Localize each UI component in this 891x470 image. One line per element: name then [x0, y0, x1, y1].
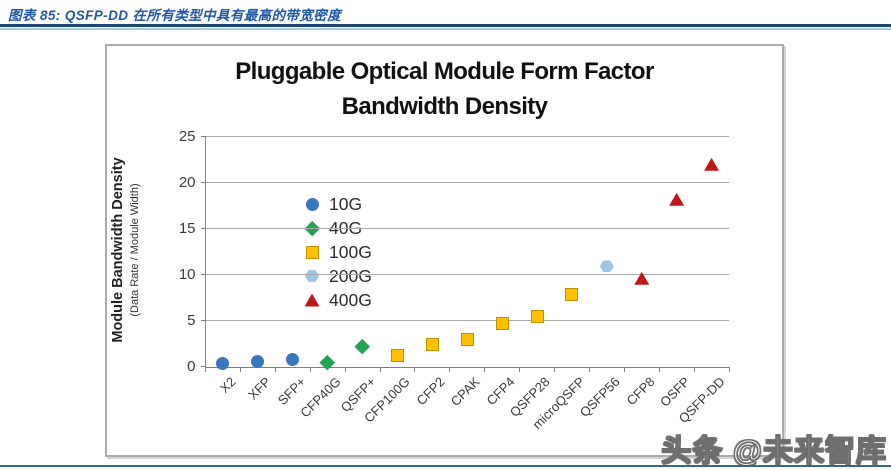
x-tick-3	[309, 366, 311, 372]
data-point-XFP	[251, 355, 265, 369]
legend-label-200G: 200G	[329, 265, 372, 286]
x-tick-1	[239, 366, 241, 372]
x-tick-4	[344, 366, 346, 372]
square-marker-icon	[301, 245, 323, 259]
x-tick-7	[449, 366, 451, 372]
y-tick-10	[200, 274, 206, 276]
gridline-20	[205, 182, 729, 184]
legend-label-400G: 400G	[329, 289, 372, 310]
y-tick-label-10: 10	[178, 266, 196, 284]
chart-legend: 10G 40G 100G 200G 400G	[301, 192, 372, 312]
y-tick-label-5: 5	[187, 312, 196, 330]
gridline-15	[205, 228, 729, 230]
x-tick-13	[658, 366, 660, 372]
data-point-microQSFP	[565, 287, 579, 301]
legend-label-10G: 10G	[329, 193, 363, 214]
data-point-CPAK	[460, 333, 474, 347]
y-axis-line	[204, 136, 206, 367]
x-tick-8	[484, 366, 486, 372]
legend-item-200G: 200G	[301, 264, 372, 288]
data-point-QSFP56	[599, 260, 614, 273]
legend-item-400G: 400G	[301, 288, 372, 312]
data-point-CFP2	[425, 337, 439, 351]
y-tick-15	[200, 228, 206, 230]
y-tick-label-25: 25	[178, 128, 196, 146]
gridline-25	[205, 136, 729, 138]
x-tick-12	[623, 366, 625, 372]
y-axis-label-main: Module Bandwidth Density	[110, 157, 126, 343]
y-tick-label-20: 20	[178, 174, 196, 192]
data-point-CFP100G	[390, 348, 404, 362]
y-tick-label-15: 15	[178, 220, 196, 238]
circle-marker-icon	[301, 197, 323, 211]
legend-item-10G: 10G	[301, 192, 372, 216]
x-tick-15	[728, 366, 730, 372]
y-tick-25	[200, 136, 206, 138]
y-tick-20	[200, 182, 206, 184]
legend-label-40G: 40G	[329, 217, 363, 238]
x-tick-11	[588, 366, 590, 372]
watermark: 头条 @未来智库	[661, 434, 887, 468]
data-point-QSFP28	[530, 309, 544, 323]
x-tick-6	[414, 366, 416, 372]
header-rule-light	[0, 28, 891, 30]
chart-title-line2: Bandwidth Density	[341, 93, 548, 120]
x-axis-line	[204, 366, 729, 368]
data-point-X2	[216, 357, 230, 371]
x-tick-0	[205, 366, 206, 372]
hexagon-marker-icon	[301, 270, 323, 283]
chart-title: Pluggable Optical Module Form Factor Ban…	[107, 54, 782, 124]
data-point-SFP+	[286, 353, 300, 367]
legend-label-100G: 100G	[329, 241, 372, 262]
gridline-10	[205, 274, 729, 276]
y-axis-label-sub: (Data Rate / Module Width)	[129, 183, 141, 317]
gridline-5	[205, 320, 729, 322]
legend-item-40G: 40G	[301, 216, 372, 240]
x-tick-10	[554, 366, 555, 372]
data-point-CFP4	[495, 317, 509, 331]
header-rule-dark	[0, 24, 891, 27]
y-tick-label-0: 0	[187, 358, 196, 375]
legend-item-100G: 100G	[301, 240, 372, 264]
y-tick-0	[200, 366, 206, 367]
y-axis-label: Module Bandwidth Density (Data Rate / Mo…	[108, 120, 172, 380]
bottom-rule	[0, 465, 891, 467]
triangle-marker-icon	[301, 293, 323, 307]
y-tick-5	[200, 320, 206, 322]
x-tick-2	[274, 366, 276, 372]
x-tick-14	[693, 366, 695, 372]
figure-caption: 图表 85: QSFP-DD 在所有类型中具有最高的带宽密度	[8, 8, 342, 23]
chart-title-line1: Pluggable Optical Module Form Factor	[235, 58, 654, 85]
chart-frame	[105, 44, 784, 457]
x-tick-9	[519, 366, 521, 372]
x-tick-5	[379, 366, 381, 372]
